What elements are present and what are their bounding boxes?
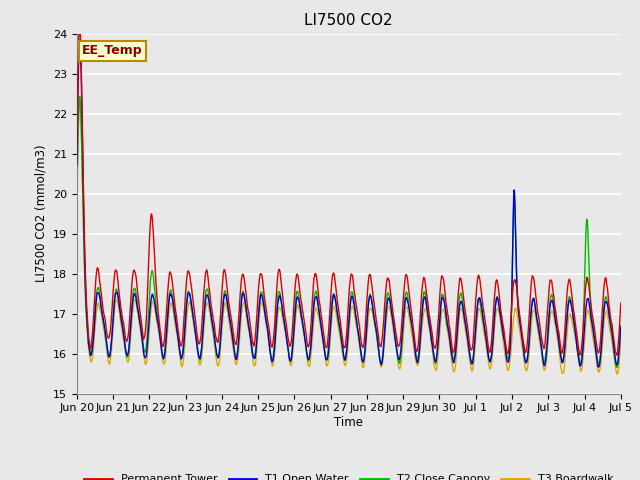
Title: LI7500 CO2: LI7500 CO2 [305,13,393,28]
X-axis label: Time: Time [334,416,364,429]
Legend: Permanent Tower, T1 Open Water, T2 Close Canopy, T3 Boardwalk: Permanent Tower, T1 Open Water, T2 Close… [80,470,618,480]
Y-axis label: LI7500 CO2 (mmol/m3): LI7500 CO2 (mmol/m3) [35,145,47,282]
Text: EE_Temp: EE_Temp [82,44,143,58]
